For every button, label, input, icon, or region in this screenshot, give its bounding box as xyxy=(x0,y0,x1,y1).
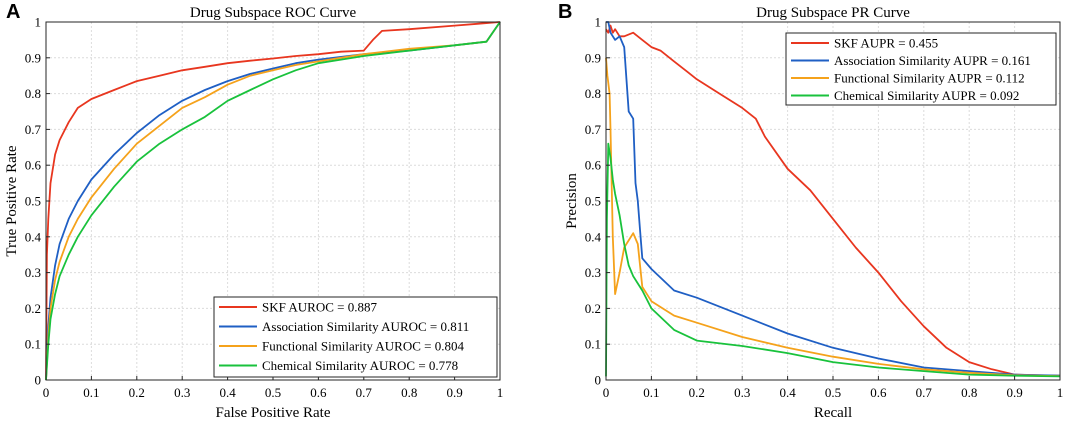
panel-letter-b: B xyxy=(558,1,572,23)
roc-x-tick-label: 1 xyxy=(497,385,504,400)
pr-x-tick-label: 0.2 xyxy=(689,385,705,400)
roc-legend-box xyxy=(213,296,498,378)
pr-panel: B Drug Subspace PR Curve 0 0.1 0.2 0.3 0.4 0.… xyxy=(558,1,1063,421)
roc-y-axis-label: True Positive Rate xyxy=(4,145,20,256)
roc-x-tick-label: 0.8 xyxy=(401,385,417,400)
pr-legend-label-3: Functional Similarity AUPR = 0.112 xyxy=(834,71,1025,86)
roc-x-tick-label: 0.1 xyxy=(83,385,99,400)
roc-series-line-3 xyxy=(45,21,501,381)
pr-y-tick-label: 0.1 xyxy=(585,337,601,352)
roc-y-tick-label: 0.8 xyxy=(25,86,41,101)
panel-letter-a: A xyxy=(6,1,20,23)
pr-series-line-3 xyxy=(605,57,1061,377)
pr-title: Drug Subspace PR Curve xyxy=(756,5,910,21)
pr-x-axis-label: Recall xyxy=(814,405,852,421)
roc-y-tick-label: 0.3 xyxy=(25,265,41,280)
pr-x-tick-label: 0.8 xyxy=(961,385,977,400)
pr-y-tick-label: 0.6 xyxy=(585,158,602,173)
pr-x-tick-label: 0.7 xyxy=(916,385,933,400)
roc-x-tick-label: 0.2 xyxy=(129,385,145,400)
roc-x-tick-label: 0.7 xyxy=(356,385,373,400)
pr-y-ticks: 0 0.1 0.2 0.3 0.4 0.5 0.6 0.7 0.8 0.9 1 xyxy=(585,15,610,388)
pr-x-tick-label: 0.1 xyxy=(643,385,659,400)
roc-series-line-1 xyxy=(45,21,501,381)
pr-x-tick-label: 0.9 xyxy=(1006,385,1022,400)
pr-y-tick-label: 0.7 xyxy=(585,122,602,137)
pr-x-tick-label: 1 xyxy=(1057,385,1064,400)
pr-x-ticks: 0 0.1 0.2 0.3 0.4 0.5 0.6 0.7 0.8 0.9 1 xyxy=(603,376,1064,400)
pr-legend-label-1: SKF AUPR = 0.455 xyxy=(834,36,938,51)
roc-y-ticks: 0 0.1 0.2 0.3 0.4 0.5 0.6 0.7 0.8 0.9 1 xyxy=(25,15,50,388)
roc-series xyxy=(45,21,501,381)
pr-y-tick-label: 1 xyxy=(595,15,602,30)
roc-x-tick-label: 0.5 xyxy=(265,385,281,400)
roc-legend-label-3: Functional Similarity AUROC = 0.804 xyxy=(262,339,464,354)
pr-x-tick-label: 0.6 xyxy=(870,385,887,400)
roc-x-tick-label: 0.9 xyxy=(446,385,462,400)
pr-legend-label-2: Association Similarity AUPR = 0.161 xyxy=(834,53,1031,68)
roc-x-axis-label: False Positive Rate xyxy=(216,405,331,421)
pr-legend: SKF AUPR = 0.455 Association Similarity A… xyxy=(785,32,1057,106)
roc-title: Drug Subspace ROC Curve xyxy=(190,5,357,21)
pr-series-line-4 xyxy=(605,142,1061,378)
pr-y-tick-label: 0.8 xyxy=(585,86,601,101)
pr-legend-label-4: Chemical Similarity AUPR = 0.092 xyxy=(834,88,1019,103)
pr-y-tick-label: 0.3 xyxy=(585,265,601,280)
roc-series-line-4 xyxy=(45,21,501,381)
pr-x-tick-label: 0 xyxy=(603,385,610,400)
pr-legend-box xyxy=(785,32,1057,106)
roc-y-tick-label: 0.1 xyxy=(25,337,41,352)
pr-series-line-2 xyxy=(606,21,1061,377)
roc-y-tick-label: 0.5 xyxy=(25,194,41,209)
pr-y-tick-label: 0.5 xyxy=(585,194,601,209)
roc-x-tick-label: 0.6 xyxy=(310,385,327,400)
pr-y-tick-label: 0 xyxy=(595,373,602,388)
roc-y-tick-label: 1 xyxy=(35,15,42,30)
pr-y-tick-label: 0.4 xyxy=(585,229,602,244)
pr-series xyxy=(605,21,1061,378)
roc-y-tick-label: 0.4 xyxy=(25,229,42,244)
roc-y-tick-label: 0.7 xyxy=(25,122,42,137)
roc-legend-label-2: Association Similarity AUROC = 0.811 xyxy=(262,319,469,334)
pr-y-tick-label: 0.2 xyxy=(585,301,601,316)
pr-x-tick-label: 0.5 xyxy=(825,385,841,400)
pr-x-tick-label: 0.3 xyxy=(734,385,750,400)
roc-x-tick-label: 0.4 xyxy=(219,385,236,400)
roc-y-tick-label: 0 xyxy=(35,373,42,388)
roc-panel: A Drug Subspace ROC Curve 0 0.1 0.2 0.3 0.4 0… xyxy=(4,1,503,421)
roc-x-ticks: 0 0.1 0.2 0.3 0.4 0.5 0.6 0.7 0.8 0.9 1 xyxy=(43,376,504,400)
roc-legend: SKF AUROC = 0.887 Association Similarity … xyxy=(213,296,498,378)
pr-y-tick-label: 0.9 xyxy=(585,50,601,65)
pr-x-tick-label: 0.4 xyxy=(779,385,796,400)
roc-legend-label-1: SKF AUROC = 0.887 xyxy=(262,300,377,315)
roc-legend-label-4: Chemical Similarity AUROC = 0.778 xyxy=(262,358,458,373)
pr-y-axis-label: Precision xyxy=(564,173,580,229)
roc-y-tick-label: 0.9 xyxy=(25,50,41,65)
roc-y-tick-label: 0.2 xyxy=(25,301,41,316)
roc-y-tick-label: 0.6 xyxy=(25,158,42,173)
roc-x-tick-label: 0 xyxy=(43,385,50,400)
roc-x-tick-label: 0.3 xyxy=(174,385,190,400)
